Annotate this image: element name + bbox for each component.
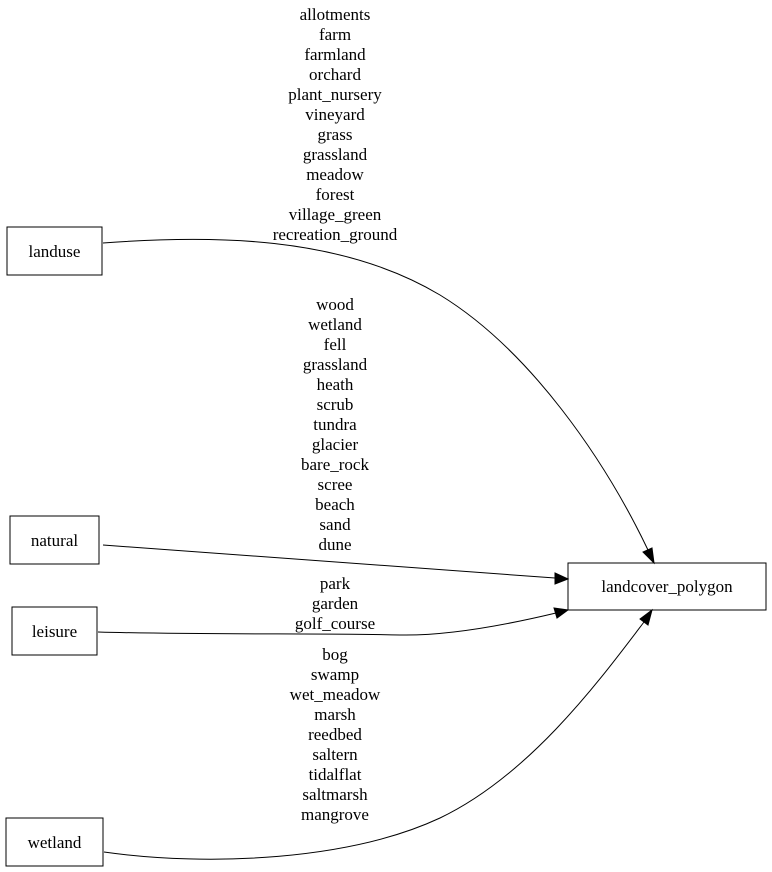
edge-label-landuse: allotments [300, 5, 371, 24]
edge-label-wetland: marsh [314, 705, 356, 724]
edge-label-natural: bare_rock [301, 455, 369, 474]
edge-landuse [102, 238, 655, 565]
edge-label-natural: dune [318, 535, 351, 554]
edge-label-landuse: recreation_ground [273, 225, 398, 244]
edge-label-wetland: saltern [312, 745, 358, 764]
node-label: landcover_polygon [601, 577, 733, 596]
edge-label-wetland: reedbed [308, 725, 362, 744]
edge-label-landuse: orchard [309, 65, 361, 84]
edge-label-landuse: plant_nursery [288, 85, 382, 104]
node-leisure: leisure [11, 606, 98, 656]
edge-label-natural: tundra [313, 415, 357, 434]
edge-label-wetland: wet_meadow [290, 685, 381, 704]
edge-label-natural: wood [316, 295, 354, 314]
edge-label-wetland: tidalflat [309, 765, 362, 784]
node-label: natural [31, 531, 78, 550]
edge-label-landuse: forest [316, 185, 355, 204]
edge-label-landuse: meadow [306, 165, 364, 184]
edge-label-leisure: park [320, 574, 351, 593]
node-natural: natural [9, 515, 100, 565]
edge-label-landuse: village_green [289, 205, 382, 224]
edge-label-natural: wetland [308, 315, 362, 334]
edge-label-natural: beach [315, 495, 355, 514]
node-label: wetland [28, 833, 82, 852]
edge-label-leisure: garden [312, 594, 359, 613]
edge-label-leisure: golf_course [295, 614, 375, 633]
node-landuse: landuse [6, 226, 103, 276]
edge-label-natural: heath [317, 375, 354, 394]
edge-label-natural: sand [319, 515, 351, 534]
edge-label-landuse: farm [319, 25, 351, 44]
node-label: leisure [32, 622, 77, 641]
edge-label-wetland: bog [322, 645, 348, 664]
edge-label-landuse: grass [318, 125, 353, 144]
edge-label-landuse: farmland [304, 45, 366, 64]
node-landcover-polygon: landcover_polygon [567, 562, 767, 611]
node-wetland: wetland [5, 817, 104, 867]
edge-label-landuse: vineyard [305, 105, 365, 124]
edge-wetland [103, 608, 653, 860]
edge-label-natural: glacier [312, 435, 359, 454]
edge-label-natural: scree [318, 475, 353, 494]
edge-leisure [97, 607, 570, 636]
edge-label-natural: grassland [303, 355, 368, 374]
edge-label-landuse: grassland [303, 145, 368, 164]
edge-label-natural: fell [324, 335, 347, 354]
edge-label-wetland: mangrove [301, 805, 369, 824]
node-label: landuse [29, 242, 81, 261]
edge-label-wetland: saltmarsh [302, 785, 368, 804]
edge-natural [102, 544, 570, 585]
edge-label-wetland: swamp [311, 665, 359, 684]
edge-label-natural: scrub [317, 395, 354, 414]
